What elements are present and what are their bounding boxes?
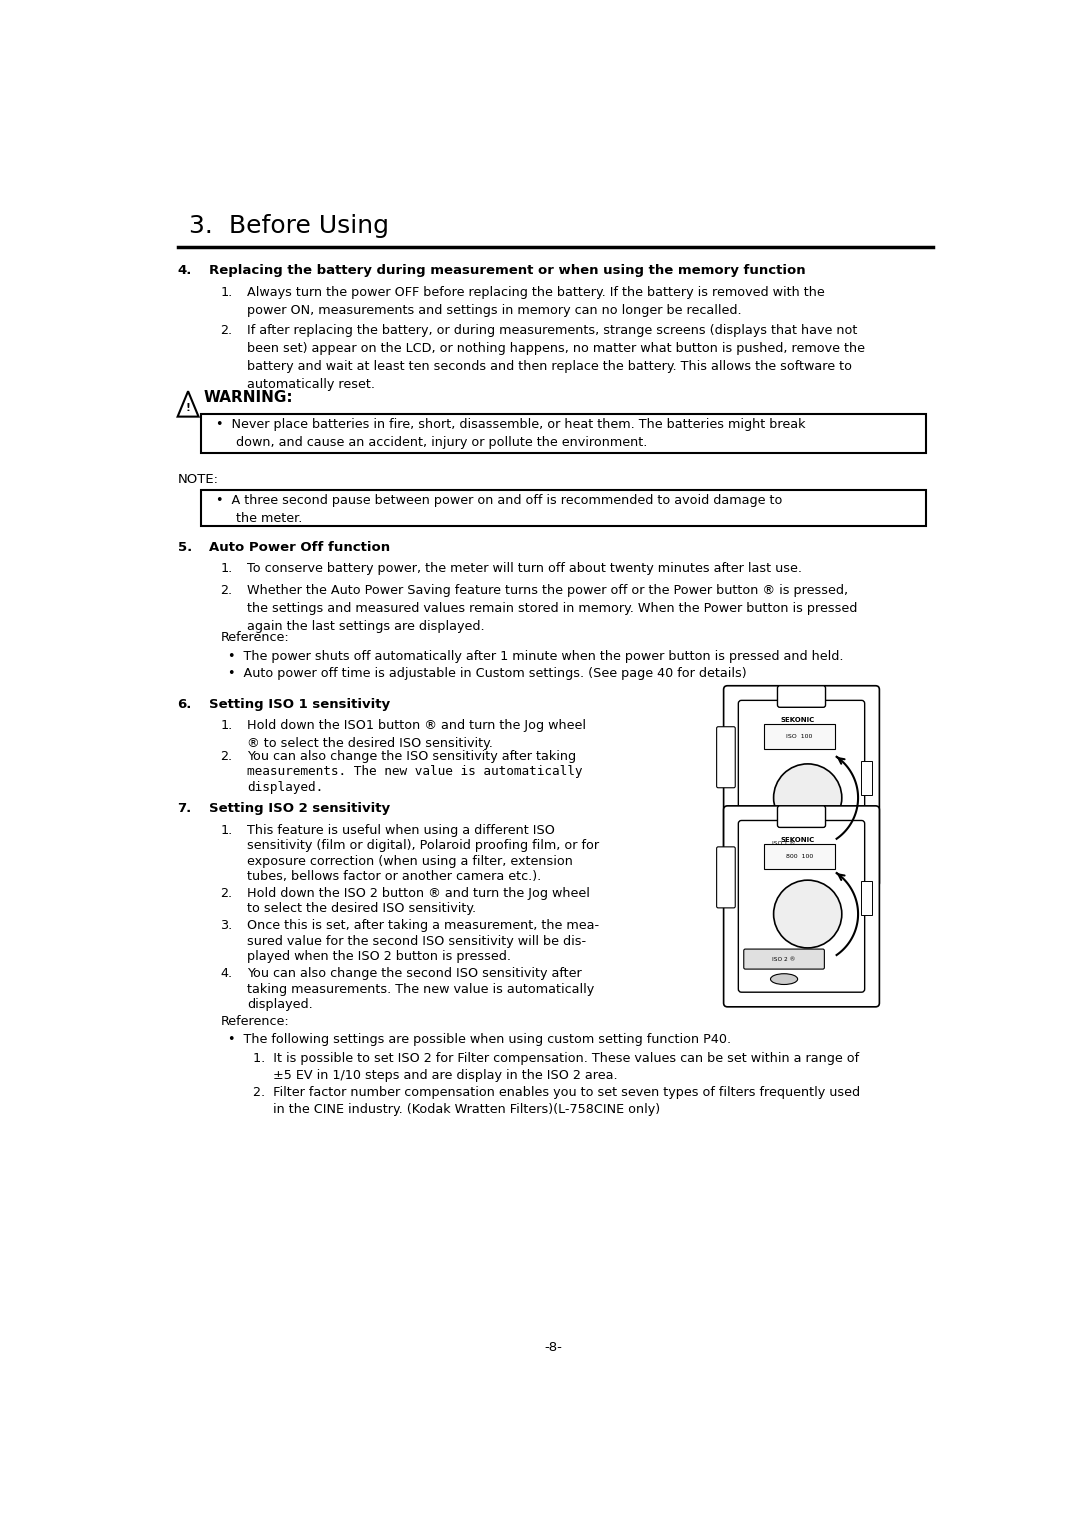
Text: •  Auto power off time is adjustable in Custom settings. (See page 40 for detail: • Auto power off time is adjustable in C… (228, 667, 746, 680)
Text: Hold down the ISO 2 button ® and turn the Jog wheel: Hold down the ISO 2 button ® and turn th… (247, 887, 591, 900)
Text: exposure correction (when using a filter, extension: exposure correction (when using a filter… (247, 854, 573, 868)
Text: displayed.: displayed. (247, 781, 324, 793)
Text: 2.: 2. (220, 584, 232, 597)
Text: sured value for the second ISO sensitivity will be dis-: sured value for the second ISO sensitivi… (247, 934, 586, 948)
FancyBboxPatch shape (201, 414, 926, 453)
Text: -8-: -8- (544, 1341, 563, 1353)
Text: 4.: 4. (177, 264, 192, 278)
Text: •  Never place batteries in fire, short, disassemble, or heat them. The batterie: • Never place batteries in fire, short, … (216, 419, 806, 449)
Text: 4.: 4. (220, 966, 232, 980)
Text: You can also change the second ISO sensitivity after: You can also change the second ISO sensi… (247, 966, 582, 980)
Text: 1.  It is possible to set ISO 2 for Filter compensation. These values can be set: 1. It is possible to set ISO 2 for Filte… (253, 1052, 859, 1065)
FancyBboxPatch shape (717, 847, 735, 908)
Circle shape (773, 881, 841, 948)
Text: 2.: 2. (220, 324, 232, 337)
Text: SEKONIC: SEKONIC (781, 718, 814, 724)
FancyBboxPatch shape (724, 686, 879, 887)
Text: •  The following settings are possible when using custom setting function P40.: • The following settings are possible wh… (228, 1032, 731, 1046)
Text: to select the desired ISO sensitivity.: to select the desired ISO sensitivity. (247, 902, 476, 916)
FancyBboxPatch shape (744, 833, 824, 853)
FancyBboxPatch shape (744, 950, 824, 969)
Text: ISO  100: ISO 100 (786, 735, 813, 739)
Text: ISO 2 ®: ISO 2 ® (772, 957, 796, 962)
Text: Whether the Auto Power Saving feature turns the power off or the Power button ® : Whether the Auto Power Saving feature tu… (247, 584, 858, 632)
Text: 1.: 1. (220, 719, 232, 732)
Circle shape (773, 764, 841, 831)
Text: SEKONIC: SEKONIC (781, 838, 814, 844)
Text: NOTE:: NOTE: (177, 472, 218, 486)
Text: To conserve battery power, the meter will turn off about twenty minutes after la: To conserve battery power, the meter wil… (247, 561, 802, 575)
Text: •  The power shuts off automatically after 1 minute when the power button is pre: • The power shuts off automatically afte… (228, 650, 843, 663)
FancyBboxPatch shape (201, 489, 926, 526)
Text: displayed.: displayed. (247, 999, 313, 1011)
Text: 1.: 1. (220, 824, 232, 838)
Text: Reference:: Reference: (220, 1016, 289, 1028)
Ellipse shape (770, 974, 798, 985)
Text: •  A three second pause between power on and off is recommended to avoid damage : • A three second pause between power on … (216, 494, 783, 525)
Text: 5.: 5. (177, 540, 192, 554)
Text: !: ! (186, 403, 190, 413)
FancyBboxPatch shape (778, 686, 825, 707)
FancyBboxPatch shape (724, 805, 879, 1006)
Text: measurements. The new value is automatically: measurements. The new value is automatic… (247, 765, 583, 778)
Text: tubes, bellows factor or another camera etc.).: tubes, bellows factor or another camera … (247, 870, 542, 884)
Text: Always turn the power OFF before replacing the battery. If the battery is remove: Always turn the power OFF before replaci… (247, 285, 825, 316)
FancyBboxPatch shape (861, 881, 872, 916)
FancyBboxPatch shape (739, 701, 865, 871)
FancyBboxPatch shape (778, 805, 825, 827)
Text: WARNING:: WARNING: (203, 390, 293, 405)
Text: 7.: 7. (177, 802, 192, 816)
Text: Reference:: Reference: (220, 632, 289, 644)
Text: 6.: 6. (177, 698, 192, 710)
FancyBboxPatch shape (764, 844, 835, 868)
Text: ±5 EV in 1/10 steps and are display in the ISO 2 area.: ±5 EV in 1/10 steps and are display in t… (253, 1069, 618, 1081)
Text: 1.: 1. (220, 561, 232, 575)
Text: in the CINE industry. (Kodak Wratten Filters)(L-758CINE only): in the CINE industry. (Kodak Wratten Fil… (253, 1103, 660, 1115)
Text: Hold down the ISO1 button ® and turn the Jog wheel
® to select the desired ISO s: Hold down the ISO1 button ® and turn the… (247, 719, 586, 750)
Text: taking measurements. The new value is automatically: taking measurements. The new value is au… (247, 983, 595, 996)
Text: You can also change the ISO sensitivity after taking: You can also change the ISO sensitivity … (247, 750, 577, 762)
Text: 1.: 1. (220, 285, 232, 299)
Text: Auto Power Off function: Auto Power Off function (208, 540, 390, 554)
Text: sensitivity (film or digital), Polaroid proofing film, or for: sensitivity (film or digital), Polaroid … (247, 839, 599, 853)
Text: Setting ISO 2 sensitivity: Setting ISO 2 sensitivity (208, 802, 390, 816)
Text: 2.: 2. (220, 750, 232, 762)
FancyBboxPatch shape (861, 761, 872, 795)
Text: Setting ISO 1 sensitivity: Setting ISO 1 sensitivity (208, 698, 390, 710)
Text: This feature is useful when using a different ISO: This feature is useful when using a diff… (247, 824, 555, 838)
Ellipse shape (770, 856, 798, 867)
Text: 2.: 2. (220, 887, 232, 900)
Text: 3.  Before Using: 3. Before Using (189, 215, 389, 238)
Text: 3.: 3. (220, 919, 232, 933)
Text: played when the ISO 2 button is pressed.: played when the ISO 2 button is pressed. (247, 950, 511, 963)
Text: ISO 1 ®: ISO 1 ® (772, 841, 796, 847)
FancyBboxPatch shape (764, 724, 835, 749)
Text: Once this is set, after taking a measurement, the mea-: Once this is set, after taking a measure… (247, 919, 599, 933)
Text: If after replacing the battery, or during measurements, strange screens (display: If after replacing the battery, or durin… (247, 324, 865, 391)
FancyBboxPatch shape (717, 727, 735, 788)
FancyBboxPatch shape (739, 821, 865, 992)
Text: 2.  Filter factor number compensation enables you to set seven types of filters : 2. Filter factor number compensation ena… (253, 1086, 860, 1098)
Text: Replacing the battery during measurement or when using the memory function: Replacing the battery during measurement… (208, 264, 806, 278)
Text: 800  100: 800 100 (786, 854, 813, 859)
